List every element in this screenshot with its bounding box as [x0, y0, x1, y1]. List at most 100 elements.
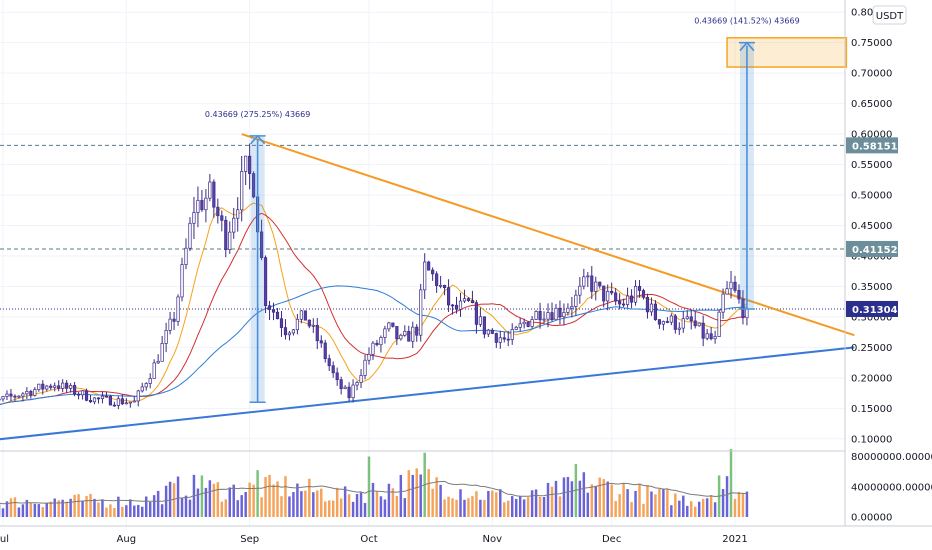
volume-bar [109, 504, 112, 517]
candle-body [590, 275, 594, 292]
candle-body [33, 389, 37, 396]
candle-body [180, 264, 184, 298]
candle-body [510, 329, 514, 340]
volume-bar [33, 503, 37, 517]
horizontal-level-lines [0, 144, 845, 310]
trendline [0, 346, 855, 441]
candle-body [37, 383, 41, 390]
candle-body [339, 379, 343, 390]
price-tick-label: 0.80000 [851, 8, 892, 19]
volume-bar [391, 488, 395, 517]
volume-bar [113, 508, 116, 517]
volume-bar [682, 495, 685, 517]
candle-body [435, 273, 439, 286]
volume-bar [518, 495, 522, 517]
volume-bar [554, 480, 558, 517]
volume-bar [17, 507, 21, 517]
price-axis[interactable]: 0.10000 0.15000 0.20000 0.25000 0.30000 0.350… [851, 8, 892, 446]
candle-body [649, 303, 654, 313]
candle-body [586, 275, 590, 278]
candle-body [108, 395, 112, 406]
candle-body [665, 321, 669, 323]
volume-bar [642, 503, 645, 517]
time-tick-label: Dec [602, 534, 621, 545]
candle-body [673, 315, 677, 330]
price-tag-label: 0.58151 [852, 141, 898, 152]
volume-bar [141, 506, 144, 517]
volume-bar [152, 495, 156, 517]
candle-body [232, 217, 236, 233]
volume-bar [133, 505, 136, 517]
candle-body [359, 375, 363, 383]
volume-bar [37, 504, 41, 517]
candle-body [558, 307, 562, 318]
candle-body [371, 342, 375, 355]
candle-body [45, 385, 49, 390]
price-tick-label: 0.50000 [851, 191, 892, 202]
volume-bar [638, 483, 641, 517]
candle-body [244, 155, 248, 172]
volume-bar [121, 506, 124, 517]
volume-bar [463, 499, 466, 517]
volume-bar [224, 499, 228, 517]
volume-bar [256, 470, 259, 517]
candle-body [582, 276, 586, 287]
price-tag [846, 300, 898, 317]
volume-axis[interactable]: 0.00000 40000000.00000 80000000.00000 [851, 452, 932, 523]
volume-bar [538, 496, 542, 517]
volume-bar [316, 490, 319, 517]
volume-bar [335, 487, 339, 517]
volume-bar [411, 474, 414, 517]
volume-bar [467, 498, 470, 517]
candle-body [132, 400, 136, 403]
volume-bar [21, 504, 25, 517]
candle-body [566, 307, 570, 313]
candle-body [200, 200, 204, 211]
volume-bar [654, 494, 657, 517]
candle-body [622, 303, 626, 306]
candle-body [188, 222, 192, 249]
candle-body [196, 200, 200, 213]
time-tick-label: Jul [0, 534, 9, 545]
candle-body [323, 342, 327, 359]
candle-body [669, 315, 673, 323]
candle-body [462, 298, 467, 302]
measure-label: 0.43669 (141.52%) 43669 [694, 17, 799, 26]
volume-bar [674, 493, 677, 517]
volume-bar [439, 484, 442, 517]
candle-body [411, 326, 415, 342]
volume-bar [435, 477, 438, 517]
candle-body [709, 333, 713, 340]
volume-bar [415, 468, 418, 517]
volume-bar [208, 480, 212, 517]
volume-bar [117, 496, 120, 517]
volume-bar [343, 486, 347, 517]
volume-bar [630, 502, 633, 517]
candle-body [160, 343, 164, 362]
candle-body [506, 338, 510, 341]
volume-bar [97, 502, 100, 517]
price-tick-label: 0.55000 [851, 160, 892, 171]
volume-bar [296, 483, 299, 517]
volume-bar [582, 472, 586, 517]
volume-bar [451, 498, 454, 517]
candle-body [311, 324, 315, 327]
currency-badge[interactable]: USDT [872, 5, 907, 25]
candle-body [228, 231, 232, 250]
volume-bar [331, 500, 335, 517]
candle-body [327, 358, 331, 367]
candle-body [29, 391, 33, 396]
volume-bar [363, 502, 367, 517]
volume-bar [284, 476, 287, 517]
candle-body [443, 284, 447, 288]
volume-bar [558, 496, 562, 517]
time-axis[interactable]: Jul Aug Sep Oct Nov Dec 2021 [0, 534, 748, 545]
candle-body [419, 289, 423, 336]
candle-body [156, 360, 160, 364]
candle-body [415, 326, 419, 336]
candle-body [184, 247, 188, 265]
candle-body [498, 337, 502, 343]
candle-body [391, 322, 395, 327]
price-tick-label: 0.45000 [851, 221, 892, 232]
